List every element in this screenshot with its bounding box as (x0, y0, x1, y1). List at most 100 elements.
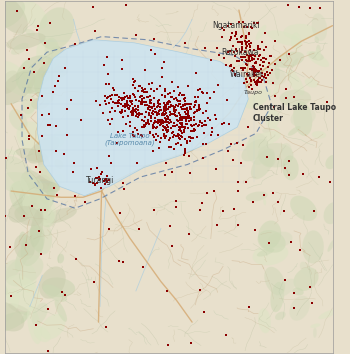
Ellipse shape (253, 244, 288, 266)
Point (256, 77, 261, 83)
Point (119, 109, 125, 115)
Point (165, 116, 171, 121)
Point (179, 121, 184, 126)
Point (176, 124, 181, 130)
Point (233, 46, 238, 51)
Point (121, 97, 126, 102)
Point (298, 247, 303, 253)
Point (238, 50, 244, 55)
Point (151, 36, 157, 41)
Text: Ngatamariki: Ngatamariki (212, 21, 260, 30)
Ellipse shape (25, 102, 35, 119)
Point (195, 123, 201, 129)
Point (168, 102, 174, 108)
Point (243, 61, 248, 67)
Ellipse shape (22, 60, 41, 93)
Point (221, 120, 226, 125)
Point (128, 94, 133, 100)
Point (100, 110, 106, 116)
Point (145, 89, 150, 95)
Point (124, 101, 130, 107)
Point (152, 124, 157, 130)
Point (150, 125, 156, 131)
Point (185, 83, 191, 89)
Text: Taupo: Taupo (244, 90, 262, 95)
Point (239, 57, 245, 63)
Point (211, 89, 217, 95)
Point (162, 172, 168, 178)
Point (111, 85, 116, 91)
Point (99, 170, 105, 175)
Point (168, 119, 174, 125)
Point (151, 135, 157, 140)
Point (105, 117, 111, 123)
Point (167, 117, 173, 123)
Point (283, 86, 288, 92)
Point (229, 67, 235, 73)
Point (170, 103, 175, 109)
Point (162, 135, 168, 141)
Point (234, 48, 240, 53)
Ellipse shape (57, 254, 64, 263)
Point (244, 35, 249, 41)
Point (182, 136, 188, 141)
Point (253, 59, 259, 65)
Point (29, 203, 34, 209)
Point (138, 93, 144, 99)
Point (154, 124, 160, 130)
Point (263, 75, 269, 81)
Point (115, 103, 121, 109)
Point (211, 188, 216, 194)
Point (165, 128, 171, 133)
Ellipse shape (241, 139, 268, 161)
Point (246, 38, 252, 44)
Point (152, 51, 158, 56)
Point (241, 80, 247, 85)
Point (182, 124, 188, 129)
Point (94, 165, 100, 171)
Point (21, 213, 27, 219)
Point (139, 117, 145, 123)
Point (187, 138, 193, 143)
Point (291, 305, 297, 311)
Point (232, 33, 238, 39)
Point (154, 119, 159, 125)
Point (259, 70, 265, 76)
Point (169, 79, 175, 85)
Point (182, 109, 187, 114)
Point (243, 57, 248, 63)
Point (307, 5, 313, 11)
Point (150, 148, 156, 154)
Point (40, 93, 45, 99)
Point (149, 110, 154, 115)
Point (135, 103, 141, 109)
Point (127, 98, 133, 104)
Point (263, 57, 269, 62)
Point (176, 141, 181, 146)
Point (167, 224, 173, 229)
Ellipse shape (257, 248, 274, 257)
Point (137, 94, 143, 100)
Point (165, 99, 170, 105)
Ellipse shape (286, 69, 304, 96)
Point (108, 161, 113, 166)
Ellipse shape (16, 121, 54, 156)
Ellipse shape (312, 13, 327, 41)
Point (158, 119, 163, 125)
Point (139, 111, 144, 117)
Point (172, 107, 177, 113)
Point (119, 109, 125, 115)
Point (120, 95, 126, 101)
Point (114, 141, 120, 146)
Point (166, 114, 171, 119)
Point (74, 256, 79, 262)
Point (158, 135, 164, 140)
Point (237, 40, 243, 45)
Point (120, 103, 126, 109)
Point (150, 123, 155, 129)
Point (119, 95, 125, 101)
Point (178, 133, 184, 138)
Point (130, 112, 135, 118)
Point (168, 144, 174, 149)
Point (135, 88, 141, 94)
